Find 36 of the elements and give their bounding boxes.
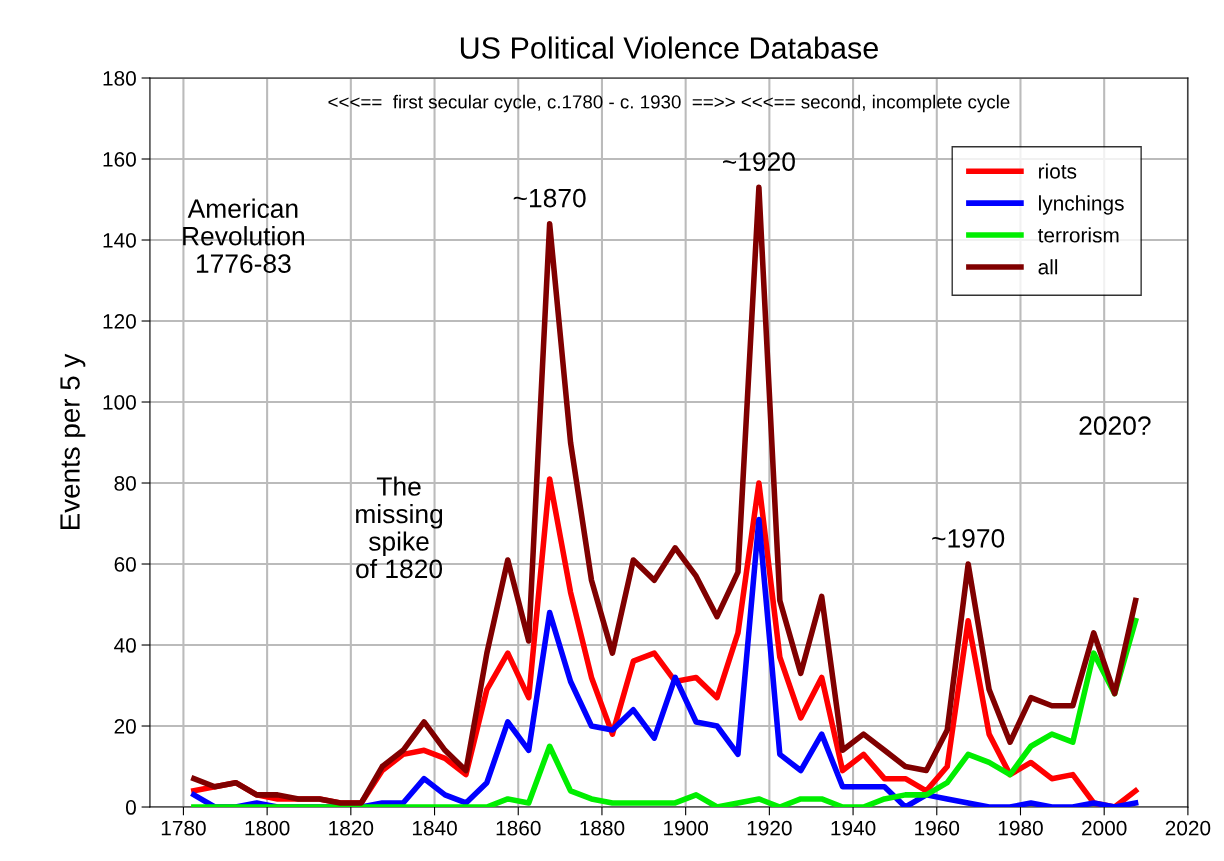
x-tick-label: 1880 — [580, 820, 625, 836]
x-tick-label: 1820 — [329, 820, 374, 836]
y-axis-title: Events per 5 y — [60, 353, 86, 530]
y-tick-label: 100 — [103, 395, 136, 410]
y-tick-label: 60 — [114, 557, 136, 572]
x-tick-label: 1800 — [245, 820, 290, 836]
y-tick-label: 160 — [103, 152, 136, 167]
chart-title: US Political Violence Database — [460, 36, 878, 59]
x-tick-label: 1900 — [664, 820, 709, 836]
annotation: 2020? — [1079, 416, 1151, 436]
legend-label: lynchings — [1039, 195, 1124, 215]
annotation: ~1970 — [932, 529, 1005, 548]
y-tick-label: 180 — [103, 71, 136, 86]
annotation: <<<== first secular cycle, c.1780 - c. 1930 ==>> <<<== second, incomplete cycle — [328, 94, 1010, 113]
x-tick-label: 1860 — [496, 820, 541, 836]
annotation: ~1870 — [513, 188, 586, 208]
x-tick-label: 2000 — [1082, 820, 1127, 836]
x-tick-label: 1920 — [747, 820, 792, 836]
y-tick-label: 20 — [114, 719, 136, 734]
y-tick-label: 80 — [114, 476, 136, 491]
x-tick-label: 1960 — [915, 820, 960, 836]
annotation: American Revolution 1776-83 — [183, 198, 304, 273]
y-tick-label: 40 — [114, 638, 136, 653]
x-tick-label: 1940 — [831, 820, 876, 836]
x-tick-label: 2020 — [1165, 820, 1211, 836]
annotation: ~1920 — [723, 152, 795, 172]
annotation: The missing spike of 1820 — [356, 476, 443, 579]
x-tick-label: 1980 — [998, 820, 1043, 836]
x-tick-label: 1780 — [161, 820, 206, 836]
x-tick-label: 1840 — [412, 820, 457, 836]
y-tick-label: 120 — [103, 314, 136, 329]
legend-label: riots — [1039, 163, 1077, 179]
legend-label: all — [1038, 259, 1058, 275]
y-tick-label: 140 — [103, 233, 136, 248]
y-tick-label: 0 — [125, 800, 136, 815]
legend-label: terrorism — [1037, 227, 1119, 243]
